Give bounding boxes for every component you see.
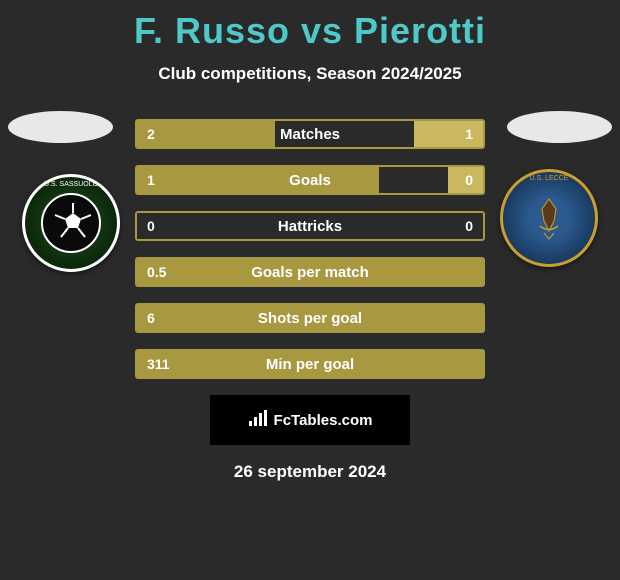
badge-right-inner: U.S. LECCE — [522, 191, 577, 246]
bar-label: Shots per goal — [258, 310, 362, 327]
soccer-ball-icon — [43, 195, 103, 255]
bars-container: 2 1 Matches 1 0 Goals 0 0 Hattricks 0.5 Goals per … — [135, 119, 485, 379]
bar-label: Min per goal — [266, 356, 354, 373]
chart-icon — [248, 409, 268, 432]
page-title: F. Russo vs Pierotti — [0, 0, 620, 52]
wolf-shield-icon — [522, 191, 577, 246]
bar-value-left: 0 — [147, 218, 155, 234]
badge-left-label: U.S. SASSUOLO — [44, 181, 98, 188]
badge-right-label: U.S. LECCE — [530, 175, 569, 182]
bar-row: 0.5 Goals per match — [135, 257, 485, 287]
team-badge-left: U.S. SASSUOLO — [22, 174, 120, 272]
oval-shadow-left — [8, 111, 113, 143]
bar-value-left: 1 — [147, 172, 155, 188]
bar-label: Goals — [289, 172, 331, 189]
bar-value-right: 1 — [465, 126, 473, 142]
bar-value-left: 2 — [147, 126, 155, 142]
bar-value-left: 311 — [147, 356, 170, 372]
bar-row: 0 0 Hattricks — [135, 211, 485, 241]
bar-fill-left — [137, 167, 379, 193]
bar-value-left: 6 — [147, 310, 155, 326]
bar-value-left: 0.5 — [147, 264, 166, 280]
bar-label: Goals per match — [251, 264, 369, 281]
bar-row: 2 1 Matches — [135, 119, 485, 149]
page-subtitle: Club competitions, Season 2024/2025 — [0, 64, 620, 84]
bar-value-right: 0 — [465, 172, 473, 188]
bar-row: 311 Min per goal — [135, 349, 485, 379]
team-badge-right: U.S. LECCE — [500, 169, 598, 267]
fctables-watermark: FcTables.com — [210, 395, 410, 445]
date-label: 26 september 2024 — [0, 462, 620, 482]
bar-row: 6 Shots per goal — [135, 303, 485, 333]
comparison-content: U.S. SASSUOLO U.S. LECCE 2 1 Matches 1 0 Goal… — [0, 119, 620, 482]
bar-fill-left — [137, 121, 275, 147]
bar-label: Hattricks — [278, 218, 342, 235]
badge-left-inner: U.S. SASSUOLO — [41, 193, 101, 253]
bar-row: 1 0 Goals — [135, 165, 485, 195]
bar-value-right: 0 — [465, 218, 473, 234]
bar-label: Matches — [280, 126, 340, 143]
oval-shadow-right — [507, 111, 612, 143]
fctables-label: FcTables.com — [274, 412, 373, 429]
